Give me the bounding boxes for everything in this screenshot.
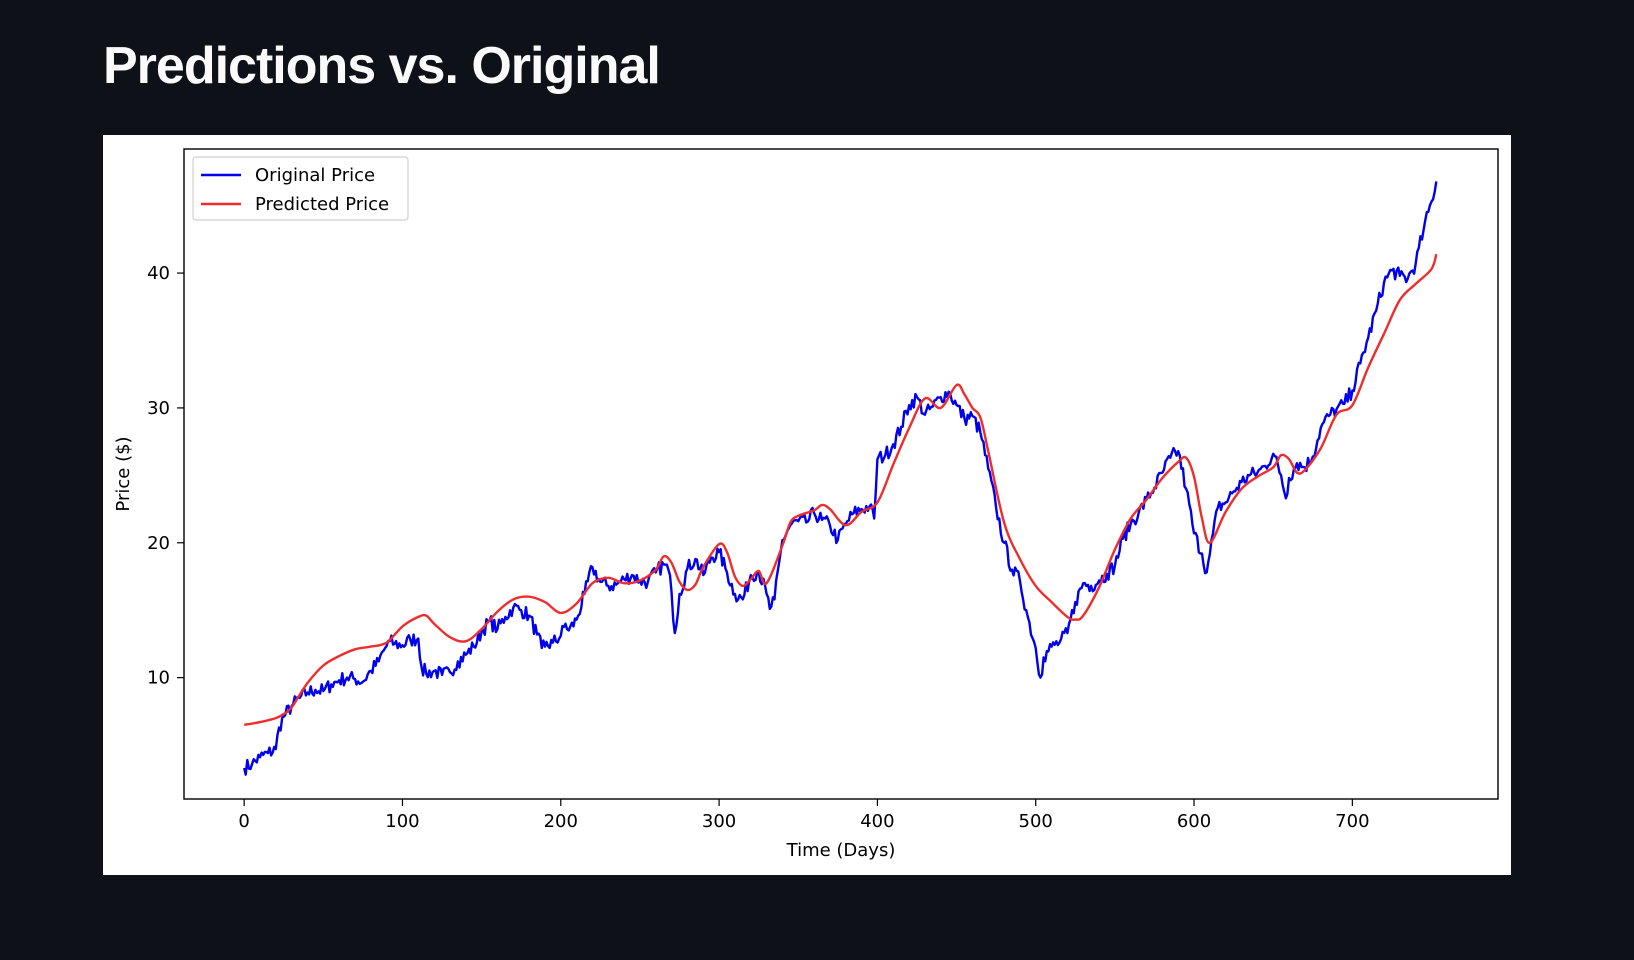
y-tick-label: 10 [147, 668, 170, 689]
x-tick-label: 200 [544, 811, 578, 832]
legend: Original Price Predicted Price [192, 156, 409, 221]
chart-panel: 0 100 200 300 400 500 600 700 10 20 30 40 Time (Da… [103, 135, 1511, 875]
legend-label-original: Original Price [255, 165, 375, 186]
y-tick-label: 30 [147, 398, 170, 419]
x-tick-label: 600 [1177, 811, 1211, 832]
x-tick-label: 300 [702, 811, 736, 832]
page-title: Predictions vs. Original [103, 37, 661, 95]
x-tick-label: 100 [385, 811, 419, 832]
plot-frame [183, 148, 1499, 800]
y-tick-label: 20 [147, 533, 170, 554]
series-line-original-price [243, 181, 1438, 776]
legend-box [192, 156, 409, 221]
legend-label-predicted: Predicted Price [255, 194, 389, 215]
x-tick-label: 500 [1019, 811, 1053, 832]
y-axis-ticks: 10 20 30 40 [147, 263, 184, 689]
x-tick-label: 0 [238, 811, 249, 832]
price-chart: 0 100 200 300 400 500 600 700 10 20 30 40 Time (Da… [113, 148, 1499, 861]
y-axis-label: Price ($) [113, 436, 134, 511]
x-tick-label: 400 [860, 811, 894, 832]
series-line-predicted-price [244, 253, 1438, 726]
x-tick-label: 700 [1335, 811, 1369, 832]
x-axis-ticks: 0 100 200 300 400 500 600 700 [238, 799, 1370, 832]
x-axis-label: Time (Days) [786, 840, 896, 861]
plot-lines [243, 181, 1438, 776]
y-tick-label: 40 [147, 263, 170, 284]
